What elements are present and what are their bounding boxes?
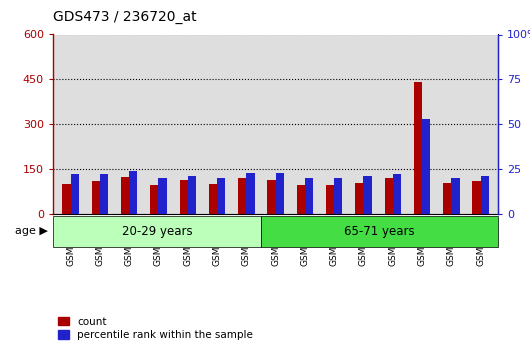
Bar: [209, 184, 217, 214]
Bar: [180, 179, 188, 214]
Bar: [121, 177, 129, 214]
Bar: [92, 181, 100, 214]
Bar: [188, 176, 196, 214]
Bar: [414, 82, 422, 214]
Bar: [334, 178, 342, 214]
Bar: [385, 178, 393, 214]
Bar: [268, 179, 276, 214]
Legend: count, percentile rank within the sample: count, percentile rank within the sample: [58, 317, 253, 340]
Bar: [422, 119, 430, 214]
Bar: [472, 181, 481, 214]
Text: age ▶: age ▶: [15, 226, 48, 236]
Bar: [246, 172, 254, 214]
Bar: [70, 175, 79, 214]
Bar: [326, 186, 334, 214]
Bar: [63, 184, 70, 214]
Bar: [305, 178, 313, 214]
Bar: [158, 178, 166, 214]
Bar: [100, 175, 108, 214]
Bar: [217, 178, 225, 214]
Bar: [452, 178, 460, 214]
Bar: [443, 183, 452, 214]
Bar: [364, 176, 372, 214]
Bar: [129, 171, 137, 214]
Bar: [481, 176, 489, 214]
Text: GDS473 / 236720_at: GDS473 / 236720_at: [53, 10, 197, 24]
Bar: [238, 178, 246, 214]
Bar: [150, 186, 158, 214]
Text: 20-29 years: 20-29 years: [121, 225, 192, 238]
Bar: [355, 183, 364, 214]
Bar: [276, 172, 284, 214]
Text: 65-71 years: 65-71 years: [344, 225, 415, 238]
Bar: [297, 186, 305, 214]
Bar: [393, 175, 401, 214]
